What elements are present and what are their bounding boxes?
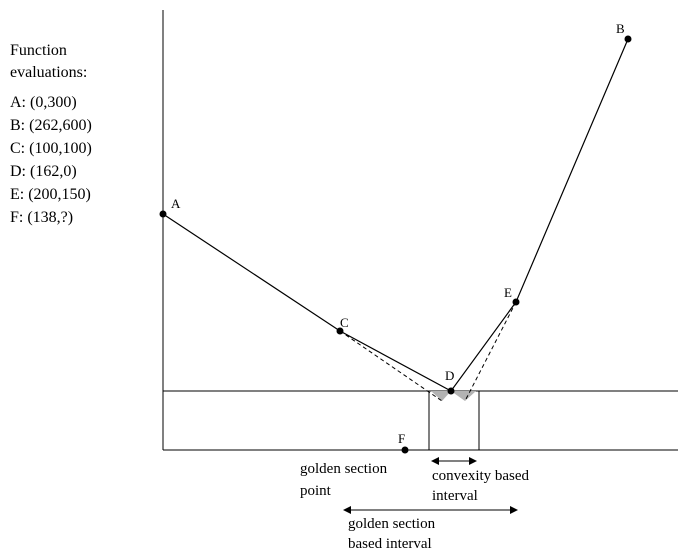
legend-entry: B: (262,600)	[10, 117, 92, 134]
point-a-label: A	[171, 196, 181, 211]
legend-entry: E: (200,150)	[10, 186, 91, 203]
point-d-label: D	[445, 368, 454, 383]
point-e	[512, 298, 520, 306]
point-f-label: F	[398, 431, 405, 446]
legend-title-line2: evaluations:	[10, 64, 87, 81]
legend-entry: D: (162,0)	[10, 163, 77, 180]
point-c	[336, 327, 344, 335]
point-f	[401, 446, 409, 454]
legend-entry: C: (100,100)	[10, 140, 92, 157]
point-c-label: C	[340, 315, 349, 330]
legend-entry: F: (138,?)	[10, 209, 73, 226]
shaded-left-bound	[431, 391, 451, 401]
shaded-right-bound	[451, 391, 476, 401]
legend-title-line1: Function	[10, 42, 67, 59]
legend-entry: A: (0,300)	[10, 94, 77, 111]
golden-interval-label-line1: golden section	[348, 516, 436, 532]
point-d	[447, 387, 455, 395]
dashed-extension-from-e	[464, 301, 517, 402]
golden-interval-label-line2: based interval	[348, 536, 432, 552]
golden-point-label-line1: golden section	[300, 461, 388, 477]
convexity-interval-label-line2: interval	[432, 488, 478, 504]
golden-point-label-line2: point	[300, 483, 332, 499]
point-b	[624, 35, 632, 43]
function-polyline	[162, 38, 629, 392]
convexity-interval-label-line1: convexity based	[432, 468, 530, 484]
point-e-label: E	[504, 285, 512, 300]
point-a	[159, 210, 167, 218]
point-b-label: B	[616, 21, 625, 36]
